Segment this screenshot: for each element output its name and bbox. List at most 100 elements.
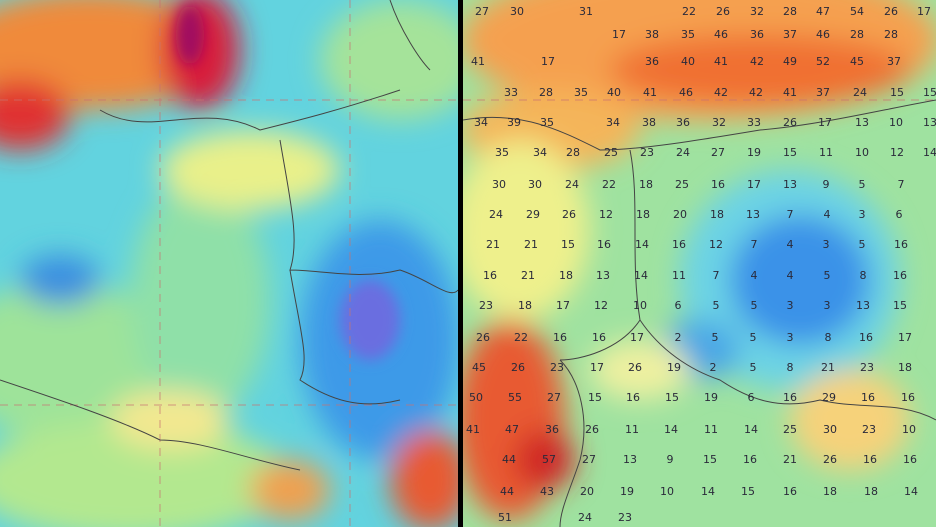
value-label: 27 [475,5,489,18]
value-label: 5 [750,361,757,374]
value-label: 20 [673,208,687,221]
value-label: 40 [681,55,695,68]
value-label: 16 [711,178,725,191]
value-label: 26 [585,423,599,436]
value-label: 16 [863,453,877,466]
value-label: 15 [561,238,575,251]
value-label: 34 [533,146,547,159]
value-label: 33 [747,116,761,129]
value-label: 40 [607,86,621,99]
value-label: 24 [489,208,503,221]
value-label: 46 [816,28,830,41]
value-label: 5 [859,238,866,251]
value-label: 3 [787,299,794,312]
value-label: 14 [664,423,678,436]
value-label: 22 [602,178,616,191]
value-label: 6 [675,299,682,312]
value-label: 17 [556,299,570,312]
value-label: 23 [550,361,564,374]
value-label: 16 [592,331,606,344]
value-label: 16 [894,238,908,251]
value-label: 5 [750,331,757,344]
value-label: 16 [743,453,757,466]
value-label: 12 [890,146,904,159]
value-label: 16 [597,238,611,251]
value-label: 28 [783,5,797,18]
value-label: 18 [710,208,724,221]
value-label: 23 [860,361,874,374]
value-label: 15 [923,86,936,99]
value-label: 26 [511,361,525,374]
value-label: 22 [682,5,696,18]
value-label: 21 [783,453,797,466]
value-label: 2 [710,361,717,374]
value-label: 23 [862,423,876,436]
value-label: 13 [856,299,870,312]
value-label: 26 [562,208,576,221]
value-label: 19 [747,146,761,159]
value-label: 15 [783,146,797,159]
value-label: 10 [855,146,869,159]
value-label: 22 [514,331,528,344]
value-label: 16 [893,269,907,282]
value-label: 21 [821,361,835,374]
value-label: 14 [634,269,648,282]
value-label: 12 [709,238,723,251]
value-label: 30 [823,423,837,436]
value-label: 29 [822,391,836,404]
value-label: 18 [823,485,837,498]
value-label: 15 [741,485,755,498]
value-label: 15 [588,391,602,404]
value-label: 23 [479,299,493,312]
value-label: 10 [633,299,647,312]
value-label: 57 [542,453,556,466]
value-label: 14 [904,485,918,498]
value-label: 44 [502,453,516,466]
value-label: 7 [898,178,905,191]
value-label: 11 [704,423,718,436]
value-label: 35 [574,86,588,99]
value-label: 14 [744,423,758,436]
value-label: 21 [486,238,500,251]
value-label: 13 [623,453,637,466]
value-label: 28 [850,28,864,41]
value-label: 17 [590,361,604,374]
value-label: 8 [860,269,867,282]
value-label: 16 [783,391,797,404]
value-label: 33 [504,86,518,99]
value-label: 13 [783,178,797,191]
value-label: 45 [472,361,486,374]
value-label: 30 [492,178,506,191]
value-label: 28 [539,86,553,99]
value-label: 38 [642,116,656,129]
value-label: 26 [628,361,642,374]
value-label: 25 [604,146,618,159]
value-label: 32 [750,5,764,18]
value-label: 17 [541,55,555,68]
value-label: 24 [676,146,690,159]
value-label: 5 [712,331,719,344]
value-label: 42 [750,55,764,68]
value-label: 19 [704,391,718,404]
value-label: 37 [783,28,797,41]
value-label: 30 [510,5,524,18]
value-label: 25 [783,423,797,436]
value-label: 35 [495,146,509,159]
value-label: 30 [528,178,542,191]
value-label: 13 [596,269,610,282]
value-label: 6 [748,391,755,404]
value-label: 26 [716,5,730,18]
value-label: 15 [890,86,904,99]
value-label: 27 [547,391,561,404]
value-label: 24 [578,511,592,524]
value-label: 10 [889,116,903,129]
value-label: 5 [751,299,758,312]
value-label: 16 [672,238,686,251]
value-label: 16 [901,391,915,404]
value-label: 11 [819,146,833,159]
value-label: 3 [859,208,866,221]
value-label: 11 [672,269,686,282]
value-label: 18 [518,299,532,312]
value-label: 4 [787,269,794,282]
